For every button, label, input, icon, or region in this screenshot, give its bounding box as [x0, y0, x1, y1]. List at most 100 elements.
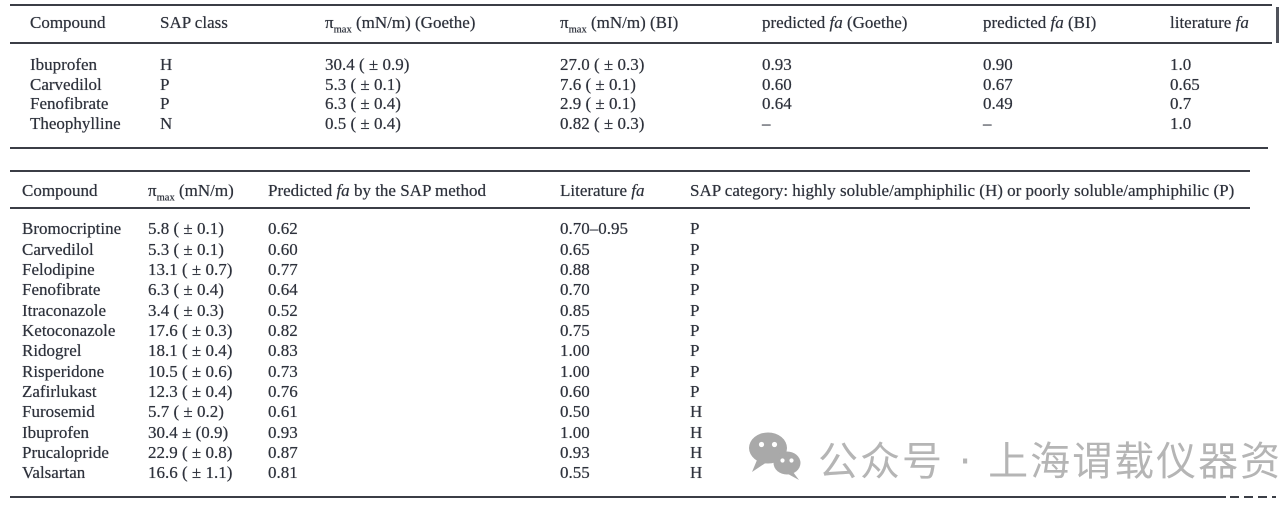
cell-pi-goethe: 5.3 ( ± 0.1)	[325, 74, 401, 94]
table2-header-compound: Compound	[22, 181, 98, 200]
cell-sap-category: H	[690, 442, 703, 462]
cell-fa-bi: 0.67	[983, 74, 1013, 94]
cell-fa-goethe: –	[762, 113, 771, 133]
table-row: Bromocriptine 5.8 ( ± 0.1) 0.62 0.70–0.9…	[10, 219, 1250, 239]
cell-sap-category: P	[690, 280, 700, 300]
cell-literature-fa: 0.7	[1170, 94, 1192, 114]
table2-top-rule	[10, 170, 1250, 172]
cell-sap-class: P	[160, 74, 170, 94]
cell-compound: Valsartan	[22, 463, 86, 483]
table-row: Carvedilol 5.3 ( ± 0.1) 0.60 0.65 P	[10, 239, 1250, 259]
cell-pi-max: 18.1 ( ± 0.4)	[148, 341, 233, 361]
cell-literature-fa: 0.75	[560, 320, 590, 340]
cell-compound: Carvedilol	[22, 239, 94, 259]
header-text: Predicted	[268, 181, 337, 200]
cell-literature-fa: 1.0	[1170, 113, 1192, 133]
table-row: Valsartan 16.6 ( ± 1.1) 0.81 0.55 H	[10, 463, 1250, 483]
table2-header-literature-fa: Literature fa	[560, 181, 690, 201]
table-row: Zafirlukast 12.3 ( ± 0.4) 0.76 0.60 P	[10, 382, 1250, 402]
cell-fa-bi: 0.90	[983, 54, 1013, 74]
cell-predicted-fa: 0.83	[268, 341, 298, 361]
table2-header-rule	[10, 207, 1250, 209]
table1-header-predicted-fa-goethe: predicted fa (Goethe)	[762, 13, 983, 33]
table1-header-predicted-fa-bi: predicted fa (BI)	[983, 13, 1170, 33]
cell-predicted-fa: 0.62	[268, 219, 298, 239]
cell-compound: Prucalopride	[22, 442, 109, 462]
cell-pi-max: 6.3 ( ± 0.4)	[148, 280, 224, 300]
wechat-icon	[748, 431, 802, 486]
pi-symbol: π	[148, 181, 157, 200]
cell-literature-fa: 1.00	[560, 361, 590, 381]
table-row: Furosemid 5.7 ( ± 0.2) 0.61 0.50 H	[10, 402, 1250, 422]
cell-sap-category: H	[690, 402, 703, 422]
cell-fa-goethe: 0.64	[762, 94, 792, 114]
cell-sap-class: N	[160, 113, 173, 133]
cell-compound: Ketoconazole	[22, 320, 116, 340]
cell-pi-max: 3.4 ( ± 0.3)	[148, 300, 224, 320]
cell-compound: Ibuprofen	[30, 54, 98, 74]
table1-header-pi-goethe: πmax (mN/m) (Goethe)	[325, 13, 560, 35]
cell-pi-bi: 27.0 ( ± 0.3)	[560, 54, 645, 74]
cell-pi-max: 5.8 ( ± 0.1)	[148, 219, 224, 239]
cell-predicted-fa: 0.64	[268, 280, 298, 300]
cell-compound: Bromocriptine	[22, 219, 122, 239]
table2-header-pi: πmax (mN/m)	[148, 181, 268, 204]
pi-unit: (mN/m)	[174, 181, 234, 200]
table2-header-sap-category: SAP category: highly soluble/amphiphilic…	[690, 181, 1235, 200]
cell-sap-class: P	[160, 94, 170, 114]
table1-header-compound: Compound	[30, 13, 106, 32]
table1-bottom-rule	[10, 147, 1268, 149]
table-row: Ketoconazole 17.6 ( ± 0.3) 0.82 0.75 P	[10, 321, 1250, 341]
cell-compound: Fenofibrate	[22, 280, 101, 300]
fa-italic: fa	[1235, 13, 1249, 32]
cell-pi-bi: 0.82 ( ± 0.3)	[560, 113, 645, 133]
cell-compound: Carvedilol	[30, 74, 102, 94]
cell-predicted-fa: 0.82	[268, 320, 298, 340]
cell-sap-category: P	[690, 259, 700, 279]
cell-fa-goethe: 0.93	[762, 54, 792, 74]
cell-literature-fa: 1.00	[560, 341, 590, 361]
cell-predicted-fa: 0.81	[268, 463, 298, 483]
pi-symbol: π	[325, 13, 334, 32]
cell-literature-fa: 1.0	[1170, 54, 1192, 74]
cell-predicted-fa: 0.52	[268, 300, 298, 320]
scan-edge-artifact	[1276, 7, 1279, 43]
header-text: (BI)	[1063, 13, 1097, 32]
header-text: by the SAP method	[349, 181, 487, 200]
header-text: predicted	[983, 13, 1051, 32]
table-row: Ridogrel 18.1 ( ± 0.4) 0.83 1.00 P	[10, 341, 1250, 361]
header-text: literature	[1170, 13, 1236, 32]
cell-compound: Itraconazole	[22, 300, 106, 320]
cell-literature-fa: 0.65	[1170, 74, 1200, 94]
cell-literature-fa: 0.65	[560, 239, 590, 259]
table2-header-row: Compound πmax (mN/m) Predicted fa by the…	[10, 177, 1262, 205]
cell-pi-max: 17.6 ( ± 0.3)	[148, 320, 233, 340]
cell-pi-max: 30.4 ± (0.9)	[148, 422, 229, 442]
cell-pi-max: 12.3 ( ± 0.4)	[148, 381, 233, 401]
cell-sap-category: H	[690, 463, 703, 483]
cell-literature-fa: 0.70	[560, 280, 590, 300]
cell-compound: Fenofibrate	[30, 94, 109, 114]
cell-predicted-fa: 0.60	[268, 239, 298, 259]
cell-literature-fa: 0.60	[560, 381, 590, 401]
cell-predicted-fa: 0.73	[268, 361, 298, 381]
table1-header-pi-bi: πmax (mN/m) (BI)	[560, 13, 762, 36]
cell-compound: Risperidone	[22, 361, 105, 381]
table-row: Fenofibrate P 6.3 ( ± 0.4) 2.9 ( ± 0.1) …	[10, 94, 1272, 114]
cell-compound: Theophylline	[30, 113, 121, 133]
cell-literature-fa: 0.85	[560, 300, 590, 320]
cell-literature-fa: 0.70–0.95	[560, 219, 628, 239]
cell-compound: Felodipine	[22, 259, 95, 279]
header-text: (Goethe)	[842, 13, 908, 32]
fa-italic: fa	[829, 13, 843, 32]
pi-unit: (mN/m) (BI)	[586, 13, 679, 32]
pi-subscript: max	[568, 24, 587, 36]
pi-subscript: max	[156, 192, 175, 204]
table2-body: Bromocriptine 5.8 ( ± 0.1) 0.62 0.70–0.9…	[10, 219, 1250, 483]
cell-sap-category: H	[690, 422, 703, 442]
cell-literature-fa: 0.93	[560, 442, 590, 462]
table-row: Fenofibrate 6.3 ( ± 0.4) 0.64 0.70 P	[10, 280, 1250, 300]
cell-compound: Furosemid	[22, 402, 95, 422]
cell-pi-bi: 7.6 ( ± 0.1)	[560, 74, 636, 94]
cell-predicted-fa: 0.77	[268, 259, 298, 279]
